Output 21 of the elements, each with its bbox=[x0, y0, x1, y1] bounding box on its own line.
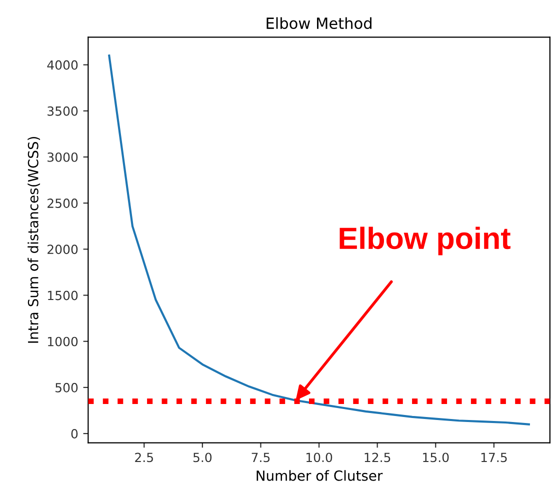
y-tick-label: 0 bbox=[71, 429, 78, 438]
x-tick-label: 12.5 bbox=[364, 452, 390, 462]
y-tick-label: 4000 bbox=[47, 60, 78, 70]
x-tick-label: 10.0 bbox=[306, 452, 332, 462]
x-tick-label: 17.5 bbox=[481, 452, 507, 462]
x-axis-title: Number of Clutser bbox=[256, 470, 383, 481]
y-tick-label: 1500 bbox=[48, 290, 78, 300]
x-tick-label: 15.0 bbox=[423, 452, 449, 462]
y-tick-label: 500 bbox=[56, 382, 78, 392]
y-tick-label: 1000 bbox=[48, 336, 78, 346]
line-series bbox=[108, 54, 530, 426]
x-tick-label: 2.5 bbox=[135, 452, 153, 462]
y-tick-label: 3000 bbox=[48, 152, 78, 162]
chart-title: Elbow Method bbox=[266, 17, 372, 30]
annotation: Elbow point bbox=[340, 226, 510, 256]
y-axis-title: Intra Sum of distances(WCSS) bbox=[28, 136, 40, 343]
y-tick-label: 2000 bbox=[48, 244, 78, 254]
y-tick-label: 2500 bbox=[48, 198, 78, 208]
x-tick-label: 7.5 bbox=[252, 452, 270, 462]
x-tick-label: 5.0 bbox=[193, 452, 212, 462]
y-tick-label: 3500 bbox=[48, 106, 78, 116]
